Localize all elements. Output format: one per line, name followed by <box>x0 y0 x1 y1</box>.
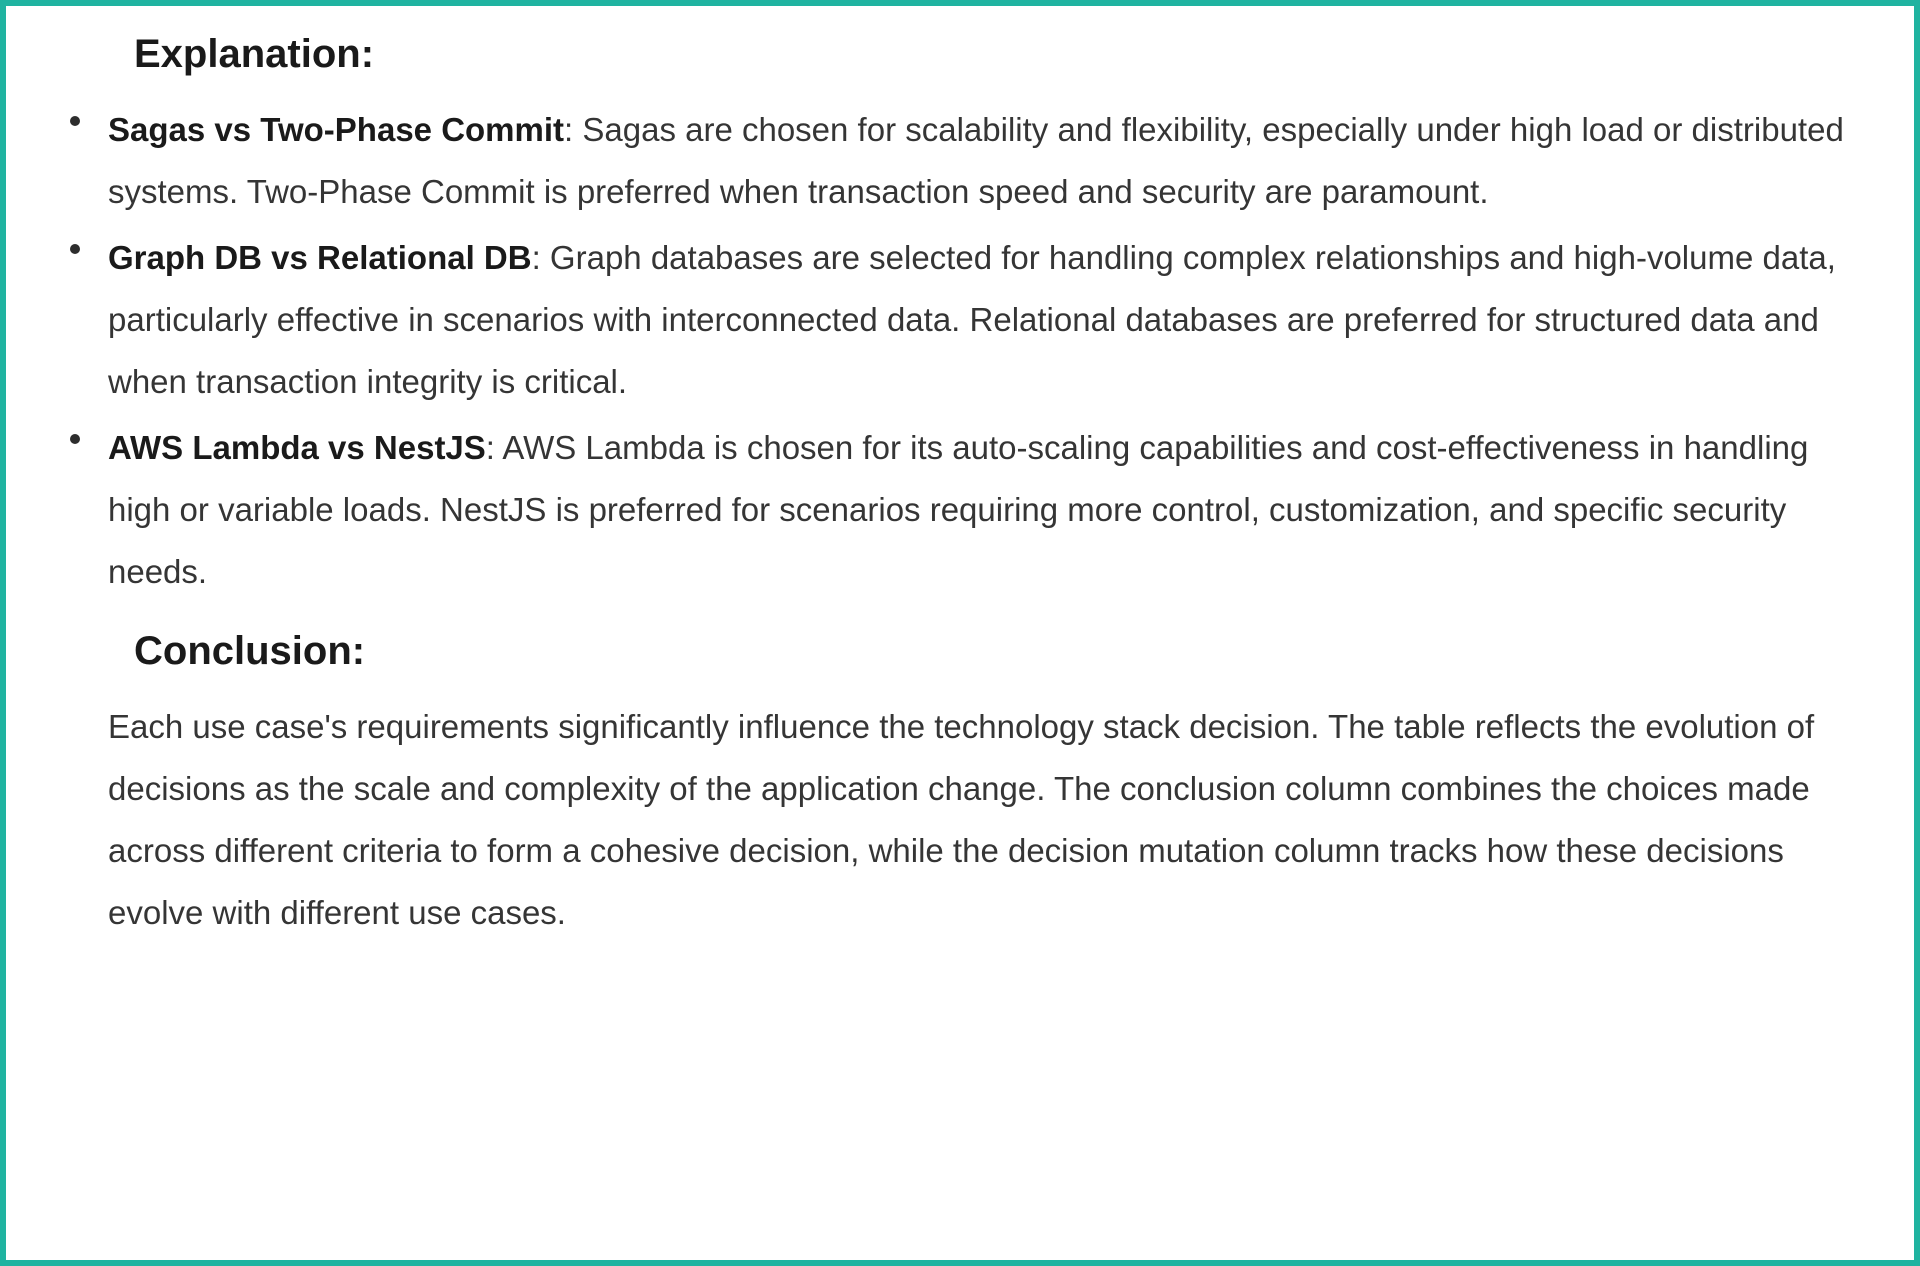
list-item: AWS Lambda vs NestJS: AWS Lambda is chos… <box>56 417 1844 603</box>
conclusion-body: Each use case's requirements significant… <box>108 696 1844 944</box>
explanation-heading: Explanation: <box>134 32 1844 77</box>
list-item-term: Graph DB vs Relational DB <box>108 239 532 276</box>
explanation-list: Sagas vs Two-Phase Commit: Sagas are cho… <box>56 99 1844 603</box>
list-item: Sagas vs Two-Phase Commit: Sagas are cho… <box>56 99 1844 223</box>
list-item-term: Sagas vs Two-Phase Commit <box>108 111 564 148</box>
list-item-term: AWS Lambda vs NestJS <box>108 429 486 466</box>
conclusion-heading: Conclusion: <box>134 629 1844 674</box>
document-frame: Explanation: Sagas vs Two-Phase Commit: … <box>0 0 1920 1266</box>
list-item: Graph DB vs Relational DB: Graph databas… <box>56 227 1844 413</box>
